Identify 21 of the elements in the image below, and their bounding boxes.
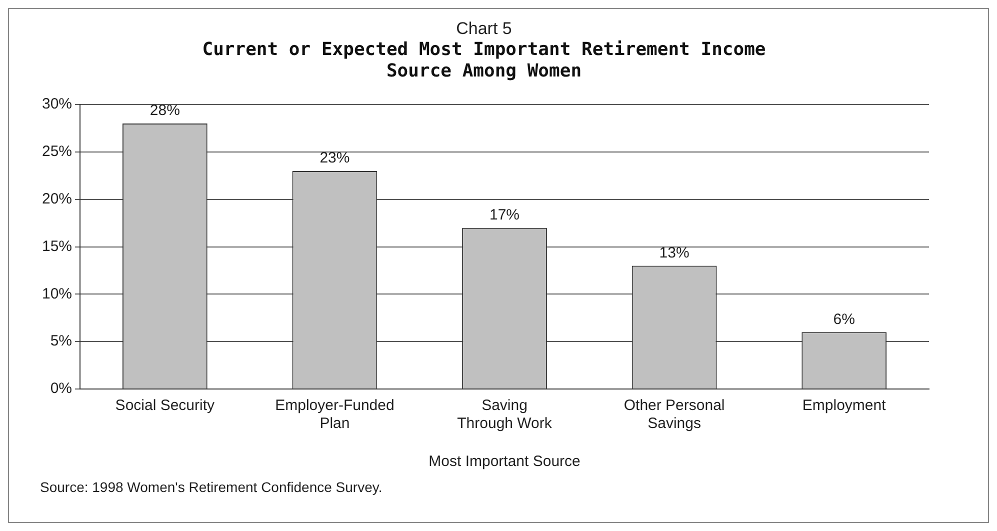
y-tick-label: 25% <box>42 143 72 160</box>
data-label: 23% <box>320 150 350 167</box>
data-label: 17% <box>489 206 520 224</box>
x-axis-title: Most Important Source <box>428 453 580 470</box>
x-tick-label: Saving Through Work <box>457 397 552 432</box>
chart-subtitle: Current or Expected Most Important Retirement Income Source Among Women <box>202 38 766 82</box>
data-label: 6% <box>833 310 855 328</box>
x-tick-label: Employment <box>802 397 887 414</box>
chart-title: Chart 5 <box>456 18 512 38</box>
y-tick-label: 0% <box>50 380 72 398</box>
data-label: 13% <box>659 244 690 262</box>
x-tick-label: Employer-Funded Plan <box>275 397 394 432</box>
y-tick-label: 30% <box>42 96 72 113</box>
source-note: Source: 1998 Women's Retirement Confidence Survey. <box>40 479 382 495</box>
y-tick-label: 10% <box>42 285 72 302</box>
data-label: 28% <box>150 102 180 120</box>
x-tick-label: Other Personal Savings <box>624 397 725 432</box>
x-tick-label: Social Security <box>115 397 216 414</box>
y-tick-label: 5% <box>50 332 72 350</box>
y-tick-label: 20% <box>42 190 72 208</box>
y-tick-label: 15% <box>42 238 72 255</box>
